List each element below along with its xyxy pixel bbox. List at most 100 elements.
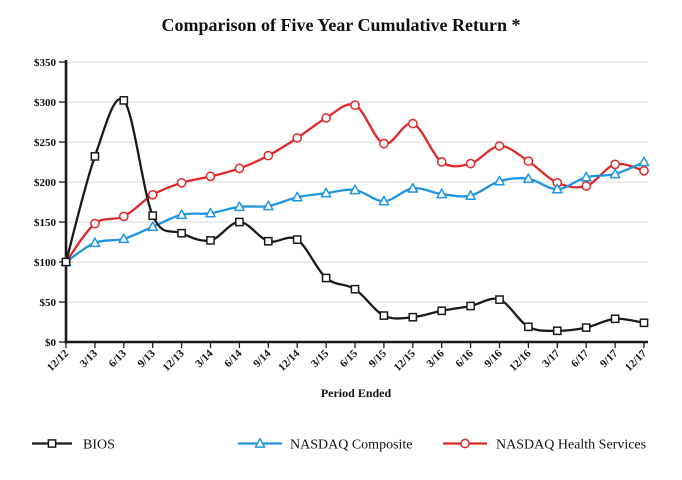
data-point-marker xyxy=(408,312,418,322)
x-tick-label: 3/17 xyxy=(540,347,563,370)
series-bios xyxy=(61,96,649,336)
x-tick-label: 3/14 xyxy=(193,347,216,370)
data-point-marker xyxy=(262,200,274,211)
legend-item-nasdaq-composite: NASDAQ Composite xyxy=(238,438,413,453)
x-tick-label: 9/16 xyxy=(482,347,505,370)
data-point-marker xyxy=(580,171,592,182)
data-point-marker xyxy=(148,211,158,220)
data-point-marker xyxy=(551,183,563,194)
data-point-marker xyxy=(292,235,302,244)
y-axis-labels: $0 $50 $100 $150 $200 $250 $300 $350 xyxy=(34,57,57,349)
data-point-marker xyxy=(90,218,100,229)
data-point-marker xyxy=(407,182,419,193)
y-tick-label: $350 xyxy=(34,57,57,69)
data-point-marker xyxy=(291,191,303,202)
data-point-marker xyxy=(235,217,244,227)
data-point-marker xyxy=(61,257,71,267)
legend-label: NASDAQ Health Services xyxy=(496,438,646,453)
data-point-marker xyxy=(147,189,158,200)
x-tick-label: 6/14 xyxy=(222,347,245,370)
data-point-marker xyxy=(581,323,591,332)
series-line xyxy=(64,97,646,333)
triangle-icon xyxy=(254,437,266,448)
data-point-marker xyxy=(118,233,130,244)
y-tick-label: $200 xyxy=(34,177,57,189)
series-nasdaq-health-services xyxy=(61,100,649,267)
data-point-marker xyxy=(205,171,216,182)
x-tick-label: 6/13 xyxy=(107,347,130,370)
axes xyxy=(59,60,648,348)
data-point-marker xyxy=(321,273,331,283)
data-point-marker xyxy=(379,311,389,320)
data-point-marker xyxy=(552,326,562,336)
data-point-marker xyxy=(465,158,476,169)
x-axis-title: Period Ended xyxy=(321,386,392,400)
data-point-marker xyxy=(437,306,447,316)
data-point-marker xyxy=(118,211,129,222)
data-point-marker xyxy=(610,314,620,324)
data-point-marker xyxy=(177,228,186,238)
y-tick-label: $300 xyxy=(34,97,57,109)
data-point-marker xyxy=(90,152,100,161)
y-tick-label: $150 xyxy=(34,217,57,229)
data-point-marker xyxy=(119,96,129,105)
data-point-marker xyxy=(436,188,448,199)
data-point-marker xyxy=(524,322,533,332)
data-point-marker xyxy=(523,156,534,167)
data-point-marker xyxy=(234,201,245,212)
legend-label: NASDAQ Composite xyxy=(290,438,413,453)
y-tick-label: $50 xyxy=(40,297,57,309)
data-point-marker xyxy=(494,175,505,186)
data-point-marker xyxy=(379,138,389,149)
data-point-marker xyxy=(349,184,361,195)
x-axis-labels: 12/12 3/13 6/13 9/13 12/13 3/14 6/14 9/14 12/14 3… xyxy=(45,347,650,374)
data-point-marker xyxy=(609,168,621,179)
legend-item-bios: BIOS xyxy=(32,438,115,453)
x-tick-label: 6/16 xyxy=(453,347,476,370)
x-tick-label: 12/14 xyxy=(276,347,303,374)
data-point-marker xyxy=(292,133,303,143)
x-tick-label: 9/17 xyxy=(598,347,621,370)
data-point-marker xyxy=(610,159,620,170)
data-series xyxy=(60,96,650,336)
data-point-marker xyxy=(263,150,274,161)
y-tick-label: $250 xyxy=(34,137,57,149)
data-point-marker xyxy=(639,165,649,176)
x-tick-label: 12/12 xyxy=(45,347,72,374)
data-point-marker xyxy=(205,207,216,218)
data-point-marker xyxy=(638,156,650,167)
x-tick-label: 12/16 xyxy=(507,347,534,374)
data-point-marker xyxy=(147,221,159,232)
x-tick-label: 3/13 xyxy=(78,347,101,370)
data-point-marker xyxy=(89,237,101,248)
y-tick-label: $0 xyxy=(45,337,57,349)
data-point-marker xyxy=(495,295,504,304)
data-point-marker xyxy=(176,209,187,220)
data-point-marker xyxy=(321,113,331,123)
legend: BIOS NASDAQ Composite NASDAQ Health Servic… xyxy=(32,438,646,453)
data-point-marker xyxy=(465,190,476,200)
x-tick-label: 12/13 xyxy=(161,347,188,374)
data-point-marker xyxy=(407,118,418,129)
data-point-marker xyxy=(378,195,390,206)
data-point-marker xyxy=(234,163,245,174)
y-tick-label: $100 xyxy=(34,257,57,269)
x-tick-label: 12/15 xyxy=(392,347,419,374)
data-point-marker xyxy=(206,236,215,245)
circle-icon xyxy=(460,438,470,449)
x-tick-label: 9/13 xyxy=(136,347,159,370)
data-point-marker xyxy=(466,301,475,311)
data-point-marker xyxy=(494,141,505,151)
x-tick-label: 12/17 xyxy=(623,347,650,374)
data-point-marker xyxy=(436,157,447,167)
data-point-marker xyxy=(350,284,360,294)
legend-label: BIOS xyxy=(83,438,115,453)
data-point-marker xyxy=(581,181,592,191)
x-tick-label: 3/16 xyxy=(425,347,448,370)
x-tick-label: 6/17 xyxy=(569,347,592,370)
data-point-marker xyxy=(176,177,187,188)
legend-item-nasdaq-health-services: NASDAQ Health Services xyxy=(443,438,646,453)
data-point-marker xyxy=(523,173,534,184)
